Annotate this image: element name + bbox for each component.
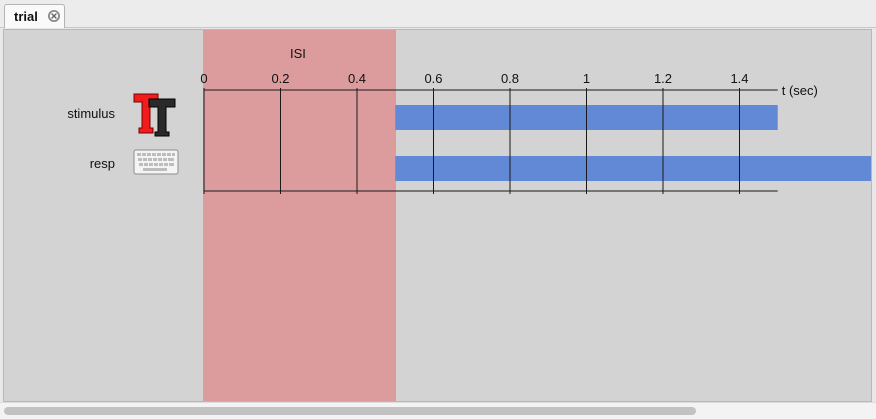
tick-label: 0.6	[424, 71, 442, 86]
horizontal-scrollbar[interactable]	[0, 402, 876, 419]
tick-label: 0	[200, 71, 207, 86]
tick-label: 0.2	[271, 71, 289, 86]
scrollbar-thumb[interactable]	[4, 407, 696, 415]
tick-label: 1.2	[654, 71, 672, 86]
isi-band[interactable]	[203, 30, 396, 401]
tab-trial[interactable]: trial	[4, 4, 65, 28]
axis-unit-label: t (sec)	[782, 83, 818, 98]
isi-label: ISI	[290, 46, 306, 61]
component-bar-resp[interactable]	[395, 156, 872, 181]
row-label-resp[interactable]: resp	[89, 156, 115, 171]
timeline: 0 0.2 0.4 0.6 0.8 1 1.2 1.4 t (sec)	[200, 71, 872, 194]
tab-bar: trial	[0, 0, 876, 28]
tick-label: 0.8	[501, 71, 519, 86]
tick-label: 1	[583, 71, 590, 86]
tick-label: 0.4	[348, 71, 366, 86]
routine-panel: ISI 0 0.2 0.4 0.6 0.8 1 1.2 1.4 t (sec) stimulus…	[3, 29, 872, 402]
row-label-stimulus[interactable]: stimulus	[67, 106, 115, 121]
keyboard-icon[interactable]	[133, 148, 179, 176]
close-icon[interactable]	[47, 9, 61, 23]
tab-label: trial	[14, 9, 38, 24]
tick-label: 1.4	[730, 71, 748, 86]
text-component-icon[interactable]	[131, 91, 181, 137]
